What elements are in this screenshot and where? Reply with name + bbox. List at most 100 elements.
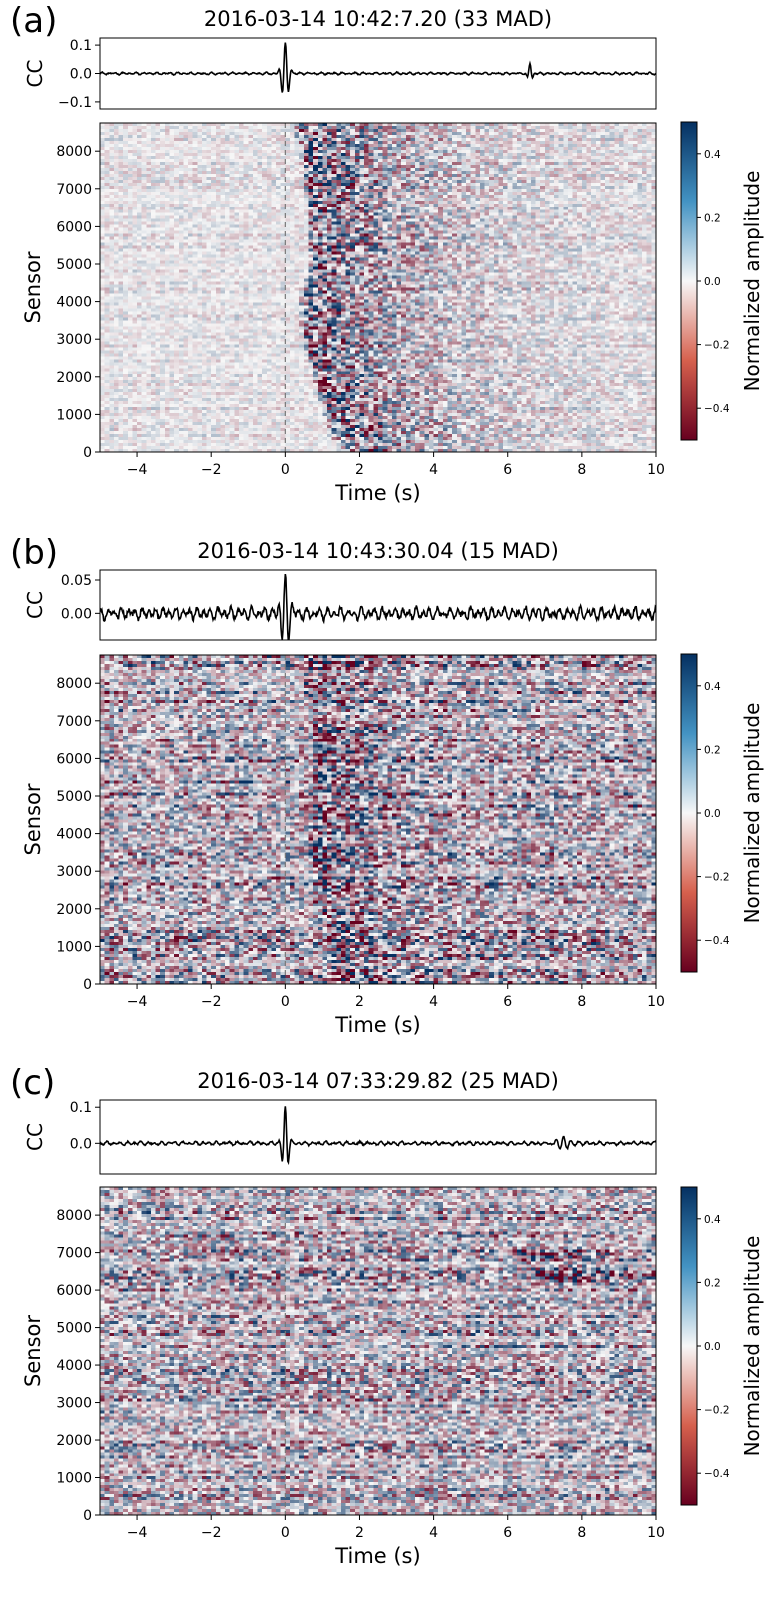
heatmap-cell	[563, 173, 569, 178]
heatmap-cell	[197, 188, 203, 193]
heatmap-cell	[252, 188, 258, 193]
heatmap-cell	[303, 173, 309, 178]
heatmap-cell	[276, 152, 282, 157]
heatmap-cell	[600, 152, 606, 157]
heatmap-cell	[405, 227, 411, 232]
heatmap-cell	[549, 230, 555, 235]
heatmap-cell	[359, 152, 365, 157]
heatmap-cell	[618, 131, 624, 136]
heatmap-cell	[558, 224, 564, 229]
heatmap-cell	[294, 188, 300, 193]
heatmap-cell	[461, 227, 467, 232]
heatmap-cell	[303, 149, 309, 154]
heatmap-cell	[498, 179, 504, 184]
heatmap-cell	[340, 203, 346, 208]
heatmap-cell	[563, 137, 569, 142]
heatmap-cell	[331, 146, 337, 151]
heatmap-cell	[428, 134, 434, 139]
heatmap-cell	[544, 197, 550, 202]
heatmap-cell	[206, 206, 212, 211]
heatmap-cell	[239, 221, 245, 226]
heatmap-cell	[609, 128, 615, 133]
heatmap-cell	[174, 236, 180, 241]
heatmap-cell	[150, 149, 156, 154]
heatmap-cell	[123, 218, 129, 223]
heatmap-cell	[150, 170, 156, 175]
heatmap-cell	[178, 140, 184, 145]
heatmap-cell	[137, 194, 143, 199]
heatmap-cell	[271, 233, 277, 238]
heatmap-cell	[308, 161, 314, 166]
heatmap-cell	[104, 170, 110, 175]
heatmap-cell	[581, 161, 587, 166]
heatmap-cell	[415, 176, 421, 181]
heatmap-cell	[303, 123, 309, 127]
heatmap-cell	[577, 170, 583, 175]
heatmap-cell	[600, 131, 606, 136]
heatmap-cell	[447, 143, 453, 148]
heatmap-cell	[507, 185, 513, 190]
heatmap-cell	[642, 191, 648, 196]
heatmap-cell	[632, 155, 638, 160]
heatmap-cell	[146, 209, 152, 214]
heatmap-cell	[466, 161, 472, 166]
heatmap-cell	[317, 123, 323, 127]
heatmap-cell	[484, 200, 490, 205]
heatmap-cell	[618, 167, 624, 172]
heatmap-cell	[141, 236, 147, 241]
heatmap-cell	[285, 224, 291, 229]
heatmap-cell	[424, 230, 430, 235]
heatmap-cell	[257, 230, 263, 235]
heatmap-cell	[415, 230, 421, 235]
heatmap-cell	[350, 134, 356, 139]
heatmap-cell	[276, 146, 282, 151]
heatmap-cell	[428, 125, 434, 130]
heatmap-cell	[410, 161, 416, 166]
heatmap-cell	[257, 123, 263, 127]
heatmap-cell	[229, 221, 235, 226]
heatmap-cell	[299, 197, 305, 202]
heatmap-cell	[354, 224, 360, 229]
heatmap-cell	[285, 215, 291, 220]
heatmap-cell	[618, 176, 624, 181]
heatmap-cell	[595, 179, 601, 184]
heatmap-cell	[503, 242, 509, 247]
heatmap-cell	[188, 152, 194, 157]
heatmap-cell	[299, 152, 305, 157]
heatmap-cell	[229, 212, 235, 217]
heatmap-cell	[433, 176, 439, 181]
heatmap-cell	[410, 236, 416, 241]
heatmap-cell	[113, 161, 119, 166]
heatmap-cell	[577, 164, 583, 169]
heatmap-cell	[581, 242, 587, 247]
heatmap-cell	[600, 215, 606, 220]
heatmap-cell	[456, 209, 462, 214]
heatmap-cell	[382, 173, 388, 178]
heatmap-cell	[345, 179, 351, 184]
heatmap-cell	[554, 209, 560, 214]
heatmap-cell	[183, 140, 189, 145]
heatmap-cell	[350, 128, 356, 133]
heatmap-cell	[164, 233, 170, 238]
heatmap-cell	[447, 131, 453, 136]
heatmap-cell	[155, 227, 161, 232]
heatmap-cell	[586, 173, 592, 178]
heatmap-cell	[243, 167, 249, 172]
heatmap-cell	[183, 221, 189, 226]
heatmap-cell	[540, 173, 546, 178]
heatmap-cell	[211, 131, 217, 136]
heatmap-cell	[289, 158, 295, 163]
heatmap-cell	[609, 158, 615, 163]
heatmap-cell	[146, 149, 152, 154]
heatmap-cell	[164, 239, 170, 244]
heatmap-cell	[512, 215, 518, 220]
heatmap-cell	[345, 185, 351, 190]
heatmap-cell	[442, 197, 448, 202]
heatmap-cell	[178, 242, 184, 247]
heatmap-cell	[146, 212, 152, 217]
heatmap-cell	[206, 149, 212, 154]
heatmap-cell	[123, 245, 129, 250]
heatmap-cell	[206, 143, 212, 148]
heatmap-cell	[535, 176, 541, 181]
